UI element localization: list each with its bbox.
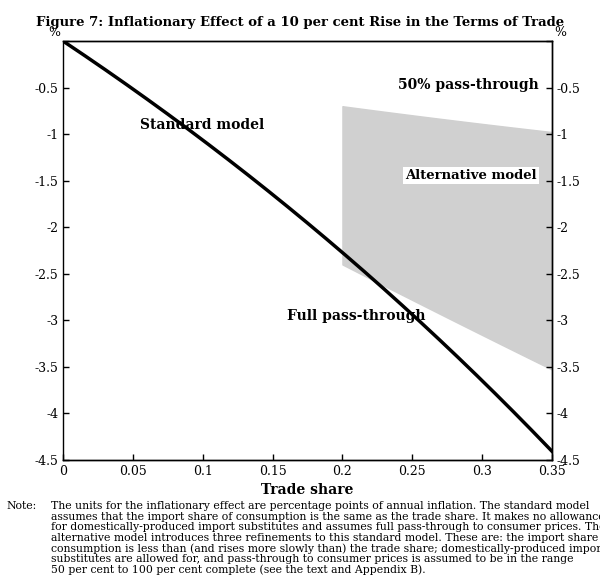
Text: substitutes are allowed for, and pass-through to consumer prices is assumed to b: substitutes are allowed for, and pass-th… [51, 554, 574, 564]
Text: 50 per cent to 100 per cent complete (see the text and Appendix B).: 50 per cent to 100 per cent complete (se… [51, 564, 425, 575]
Text: 50% pass-through: 50% pass-through [398, 79, 539, 93]
Text: alternative model introduces three refinements to this standard model. These are: alternative model introduces three refin… [51, 533, 600, 543]
Text: %: % [554, 26, 566, 39]
Text: Standard model: Standard model [140, 118, 264, 132]
Text: %: % [49, 26, 61, 39]
Text: for domestically-produced import substitutes and assumes full pass-through to co: for domestically-produced import substit… [51, 522, 600, 532]
Text: Full pass-through: Full pass-through [287, 309, 425, 323]
Text: consumption is less than (and rises more slowly than) the trade share; domestica: consumption is less than (and rises more… [51, 543, 600, 554]
Text: assumes that the import share of consumption is the same as the trade share. It : assumes that the import share of consump… [51, 512, 600, 522]
Text: The units for the inflationary effect are percentage points of annual inflation.: The units for the inflationary effect ar… [51, 501, 589, 511]
Text: Alternative model: Alternative model [406, 169, 537, 182]
X-axis label: Trade share: Trade share [262, 483, 353, 498]
Text: Figure 7: Inflationary Effect of a 10 per cent Rise in the Terms of Trade: Figure 7: Inflationary Effect of a 10 pe… [36, 16, 564, 29]
Text: Note:: Note: [6, 501, 36, 511]
